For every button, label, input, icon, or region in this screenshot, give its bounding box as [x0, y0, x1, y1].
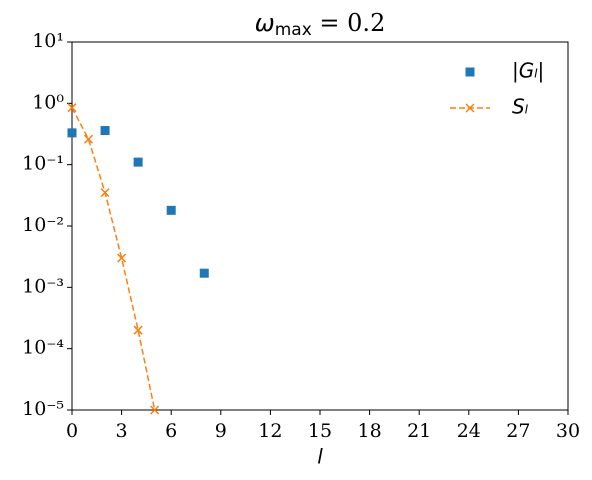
y-tick-label: 10⁻¹	[22, 153, 64, 175]
point	[67, 103, 77, 113]
y-tick-label: 10¹	[32, 30, 64, 52]
legend-label: |Gₗ|	[512, 59, 544, 83]
point	[166, 205, 176, 215]
point	[150, 405, 160, 415]
y-tick-label: 10⁻³	[22, 275, 64, 297]
legend-marker	[465, 103, 475, 113]
x-tick-label: 3	[116, 420, 128, 442]
y-tick-label: 10⁻⁴	[22, 337, 64, 359]
legend-label: Sₗ	[512, 95, 529, 119]
x-tick-label: 27	[506, 420, 530, 442]
title-rest: = 0.2	[312, 9, 386, 37]
y-tick-label: 10⁻⁵	[22, 398, 64, 420]
y-tick-label: 10⁰	[32, 91, 64, 113]
x-tick-label: 21	[407, 420, 431, 442]
series-line	[71, 107, 156, 411]
point	[133, 325, 143, 335]
point	[117, 253, 127, 263]
title-symbol: ω	[255, 9, 275, 37]
point	[133, 157, 143, 167]
x-tick-label: 12	[258, 420, 282, 442]
x-tick-label: 6	[165, 420, 177, 442]
legend-marker	[465, 67, 475, 77]
x-tick-label: 18	[358, 420, 382, 442]
x-axis-label: l	[317, 445, 323, 469]
point	[100, 126, 110, 136]
point	[100, 188, 110, 198]
x-tick-label: 30	[556, 420, 580, 442]
x-tick-label: 15	[308, 420, 332, 442]
point	[84, 134, 94, 144]
y-tick-label: 10⁻²	[22, 214, 64, 236]
title-subscript: max	[275, 20, 312, 40]
chart-title: ωmax = 0.2	[255, 9, 386, 41]
x-tick-label: 9	[215, 420, 227, 442]
plot-area	[67, 103, 209, 415]
x-tick-label: 0	[66, 420, 78, 442]
x-tick-label: 24	[457, 420, 481, 442]
plot-frame	[71, 41, 569, 411]
point	[199, 268, 209, 278]
point	[67, 128, 77, 138]
